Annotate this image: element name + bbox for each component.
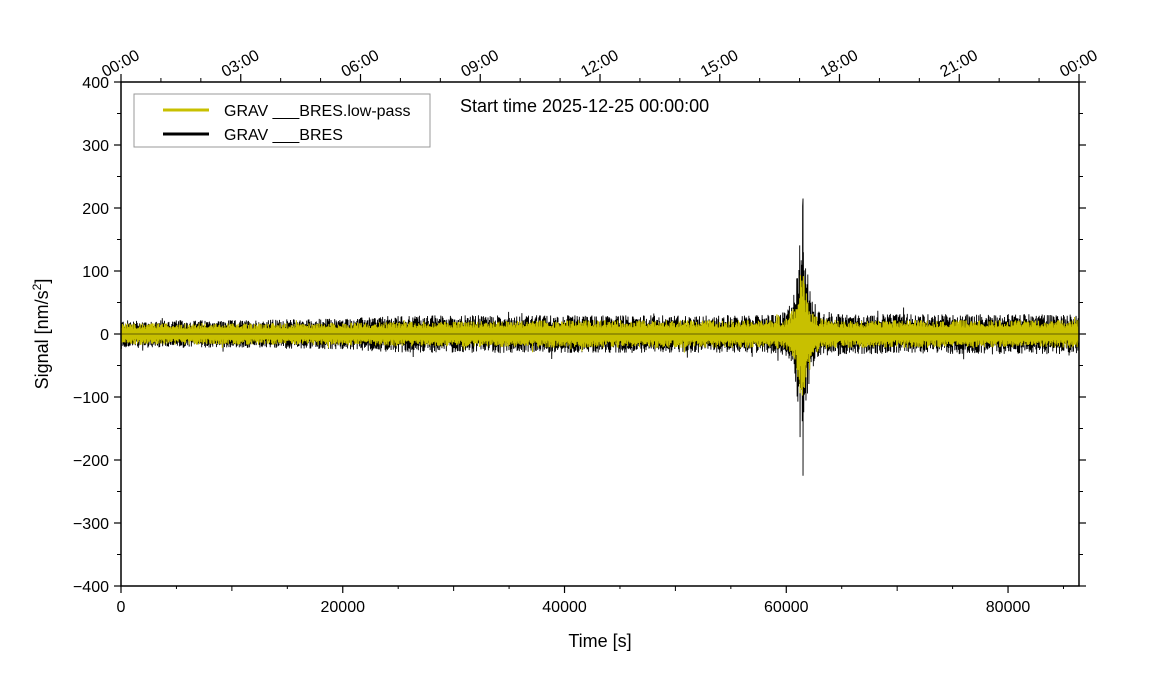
legend-box	[133, 93, 431, 148]
legend: GRAV ___BRES.low-pass GRAV ___BRES	[133, 93, 431, 148]
x-tick-label: 40000	[542, 599, 587, 616]
series-layer	[121, 198, 1079, 476]
y-axis-title-main: Signal [nm/s	[32, 290, 52, 389]
y-tick-label: −100	[73, 390, 109, 407]
y-tick-label: −300	[73, 516, 109, 533]
x-tick-label: 20000	[321, 599, 366, 616]
y-tick-label: 0	[100, 327, 109, 344]
x-axis-title: Time [s]	[568, 631, 631, 651]
y-tick-label: −200	[73, 453, 109, 470]
y-axis-title-superscript: 2	[30, 283, 44, 290]
y-axis-title-suffix: ]	[32, 279, 52, 284]
tick-layer: −400 −300 −200 −100 0 100 200 300 400 0 20000 40000…	[73, 47, 1101, 616]
y-tick-label: 200	[82, 201, 109, 218]
x-tick-label: 0	[117, 599, 126, 616]
legend-label-lowpass: GRAV ___BRES.low-pass	[224, 103, 410, 120]
legend-label-raw: GRAV ___BRES	[224, 127, 343, 144]
y-tick-label: 100	[82, 264, 109, 281]
y-tick-label: 400	[82, 75, 109, 92]
x-tick-label: 80000	[986, 599, 1031, 616]
y-axis-title: Signal [nm/s2]	[30, 279, 52, 390]
series-line-lowpass	[121, 275, 1079, 396]
y-tick-label: 300	[82, 138, 109, 155]
x-tick-label: 60000	[764, 599, 809, 616]
y-tick-label: −400	[73, 579, 109, 596]
start-time-annotation: Start time 2025-12-25 00:00:00	[460, 96, 709, 116]
